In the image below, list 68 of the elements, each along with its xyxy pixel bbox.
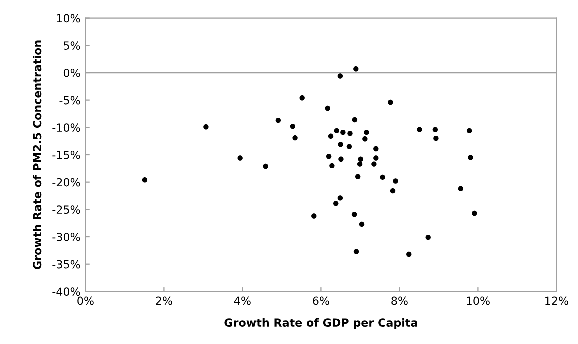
point	[354, 249, 360, 254]
point	[432, 127, 438, 132]
y-tick-label: 10%	[57, 14, 80, 23]
point	[468, 155, 474, 160]
point	[326, 154, 332, 160]
y-tick-label: -25%	[52, 206, 80, 214]
point	[417, 127, 422, 132]
point	[330, 163, 335, 169]
point	[352, 117, 358, 123]
point	[472, 210, 478, 216]
point	[334, 128, 340, 134]
point	[334, 201, 339, 206]
point	[362, 136, 368, 142]
x-tick-label: 4%	[234, 296, 251, 306]
point	[359, 222, 365, 228]
point	[364, 130, 370, 136]
point	[238, 156, 243, 161]
point	[292, 135, 298, 141]
point	[393, 178, 398, 184]
point	[325, 106, 330, 112]
point	[466, 128, 472, 134]
y-axis-title: Growth Rate of PM2.5 Concentration	[33, 40, 42, 270]
x-tick-label: 12%	[546, 296, 568, 306]
point	[354, 66, 359, 72]
point	[263, 164, 268, 170]
point	[346, 144, 352, 150]
y-tick-label: -35%	[52, 260, 80, 269]
point	[328, 134, 334, 140]
point	[388, 100, 394, 106]
point	[358, 156, 364, 162]
point	[340, 130, 346, 136]
y-tick-label: -20%	[52, 178, 80, 187]
point	[348, 131, 353, 136]
x-axis-title: Growth Rate of GDP per Capita	[224, 318, 418, 330]
y-tick-label: -10%	[52, 124, 80, 132]
point	[374, 146, 379, 152]
y-tick-label: -30%	[52, 232, 80, 242]
point	[426, 234, 431, 240]
x-tick-label: 2%	[156, 296, 172, 306]
y-tick-label: -15%	[52, 150, 80, 160]
y-tick-label: -40%	[52, 288, 80, 296]
point	[357, 162, 363, 167]
point	[372, 162, 377, 167]
point	[352, 212, 358, 218]
point	[338, 156, 344, 162]
y-tick-label: 0%	[64, 68, 80, 78]
y-tick-label: -5%	[60, 96, 80, 105]
x-tick-label: 8%	[392, 296, 408, 306]
point	[204, 124, 209, 130]
point	[338, 196, 344, 201]
point	[374, 156, 379, 161]
point	[338, 74, 344, 79]
point	[355, 174, 361, 180]
y-tick-label: 5%	[64, 42, 80, 50]
point	[300, 96, 305, 101]
point	[458, 186, 464, 192]
point	[338, 142, 344, 148]
point	[434, 136, 439, 142]
point	[276, 118, 282, 124]
point	[380, 174, 386, 180]
point	[312, 214, 317, 219]
x-tick-label: 6%	[313, 296, 330, 306]
point	[390, 188, 396, 194]
point	[406, 252, 412, 258]
x-tick-label: 10%	[467, 296, 490, 306]
point	[142, 178, 148, 183]
x-tick-label: 0%	[78, 296, 94, 306]
point	[290, 124, 296, 130]
